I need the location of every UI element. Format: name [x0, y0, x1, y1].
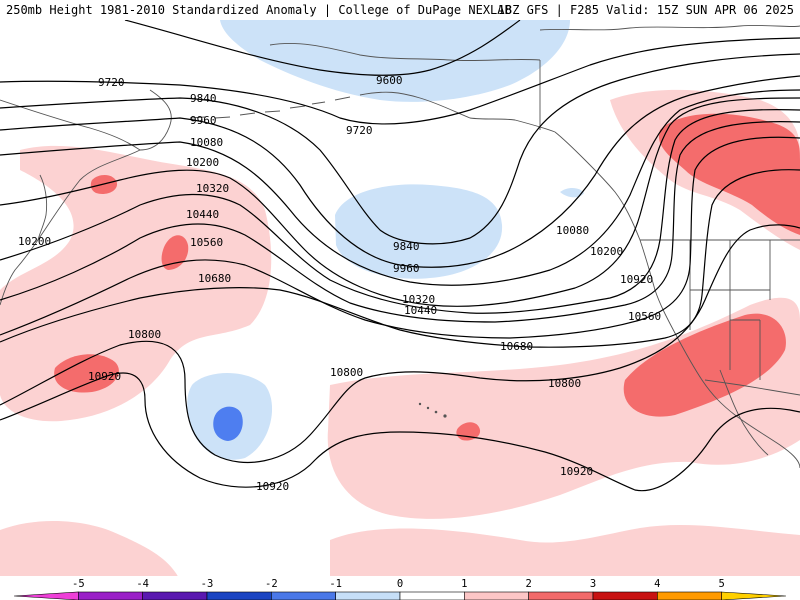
colorbar-tick-label: 5	[719, 578, 725, 590]
colorbar-tick-label: 4	[654, 578, 660, 590]
positive-anomaly-shading	[0, 89, 800, 580]
coastline-alaska-south	[359, 91, 556, 133]
label-10800-b: 10800	[330, 366, 363, 379]
colorbar: -5 -4 -3 -2 -1 0 1 2 3 4 5	[0, 576, 800, 600]
label-10200-b: 10200	[18, 235, 51, 248]
anomaly-pos-southwest	[0, 520, 180, 580]
anomaly-2-west-pacific-c	[54, 354, 119, 393]
header: 250mb Height 1981-2010 Standardized Anom…	[0, 0, 800, 20]
contour-10800	[0, 224, 800, 464]
islands	[418, 402, 447, 418]
label-10200-c: 10200	[590, 245, 623, 258]
colorbar-tick-label: -3	[201, 578, 214, 590]
colorbar-bin	[464, 591, 529, 600]
label-9600: 9600	[376, 74, 403, 87]
coastline-canada-north	[539, 24, 800, 31]
contour-9840	[0, 53, 800, 245]
hawaii-island-4	[443, 414, 447, 418]
contour-10200	[0, 97, 800, 307]
contour-10920	[0, 372, 800, 492]
label-10680-a: 10680	[198, 272, 231, 285]
colorbar-tick-label: -4	[136, 578, 149, 590]
colorbar-bin	[206, 591, 272, 600]
header-run-info: 18Z GFS | F285 Valid: 15Z SUN APR 06 202…	[497, 3, 794, 17]
colorbar-tick-label: 0	[397, 578, 403, 590]
colorbar-bin	[271, 591, 336, 600]
colorbar-bin	[335, 591, 401, 600]
contour-9720	[0, 37, 800, 125]
contour-10440	[0, 121, 800, 323]
anomaly-2-southwest-us	[623, 313, 786, 417]
label-9720-b: 9720	[346, 124, 373, 137]
contour-10320	[0, 108, 800, 314]
negative-anomaly-shading	[187, 20, 584, 460]
hawaii-island-3	[434, 410, 438, 414]
colorbar-bin	[399, 591, 465, 600]
anomaly-neg2-central-pacific	[213, 406, 243, 441]
label-10800-a: 10800	[128, 328, 161, 341]
label-10680-b: 10680	[500, 340, 533, 353]
contour-9600	[124, 20, 521, 76]
anomaly-neg-gulf	[335, 184, 503, 279]
anomaly-neg-small-bc	[560, 187, 584, 198]
contour-10080	[0, 89, 800, 286]
label-10440-a: 10440	[186, 208, 219, 221]
coastline-asia	[0, 99, 141, 306]
colorbar-bin	[78, 591, 143, 600]
label-10560-a: 10560	[190, 236, 223, 249]
label-10920-b: 10920	[256, 480, 289, 493]
hawaii-island-1	[418, 402, 422, 406]
label-10440-b: 10440	[404, 304, 437, 317]
hawaii-island-2	[426, 406, 430, 410]
contour-9960	[0, 75, 800, 268]
colorbar-bin	[657, 591, 722, 600]
colorbar-bin	[721, 591, 787, 600]
coastline-us-west	[654, 289, 800, 469]
anomaly-2-northwest-us	[658, 113, 800, 235]
colorbar-bin	[592, 591, 658, 600]
colorbar-bins	[13, 591, 787, 600]
label-10080-a: 10080	[190, 136, 223, 149]
contour-labels: 9600 9720 9720 9840 9840 9960 9960 10080…	[18, 74, 661, 493]
border-us-mexico	[704, 379, 800, 396]
border-states	[689, 240, 771, 380]
colorbar-bin	[142, 591, 208, 600]
label-9960-a: 9960	[190, 114, 217, 127]
colorbar-tick-label: -5	[72, 578, 85, 590]
colorbar-tick-label: 2	[526, 578, 532, 590]
label-10080-b: 10080	[556, 224, 589, 237]
colorbar-bin	[528, 591, 594, 600]
colorbar-tick-label: 3	[590, 578, 596, 590]
label-10800-c: 10800	[548, 377, 581, 390]
colorbar-tick-label: -1	[329, 578, 342, 590]
colorbar-tick-label: -2	[265, 578, 278, 590]
label-10920-a: 10920	[88, 370, 121, 383]
label-9960-b: 9960	[393, 262, 420, 275]
label-9840-b: 9840	[393, 240, 420, 253]
coastline-alaska-north	[269, 42, 541, 62]
header-title: 250mb Height 1981-2010 Standardized Anom…	[6, 3, 512, 17]
anomaly-pos-west-pacific	[0, 145, 272, 422]
label-10200-a: 10200	[186, 156, 219, 169]
colorbar-ticks: -5 -4 -3 -2 -1 0 1 2 3 4 5	[72, 578, 725, 590]
coastline-bc	[554, 131, 656, 291]
label-10920-c: 10920	[560, 465, 593, 478]
label-9840-a: 9840	[190, 92, 217, 105]
coastline-sakhalin	[37, 174, 48, 241]
height-contours	[0, 20, 800, 492]
label-10920-d: 10920	[620, 273, 653, 286]
coastline-baja	[719, 369, 769, 456]
map-canvas: 9600 9720 9720 9840 9840 9960 9960 10080…	[0, 20, 800, 600]
label-10560-b: 10560	[628, 310, 661, 323]
label-9720-a: 9720	[98, 76, 125, 89]
label-10320-b: 10320	[402, 293, 435, 306]
colorbar-tick-label: 1	[461, 578, 467, 590]
coastline-aleutians	[189, 96, 351, 119]
anomaly-neg-alaska	[220, 20, 570, 102]
label-10320-a: 10320	[196, 182, 229, 195]
contour-10560	[0, 136, 800, 339]
contour-10680	[0, 169, 800, 348]
anomaly-pos-south	[330, 525, 800, 580]
